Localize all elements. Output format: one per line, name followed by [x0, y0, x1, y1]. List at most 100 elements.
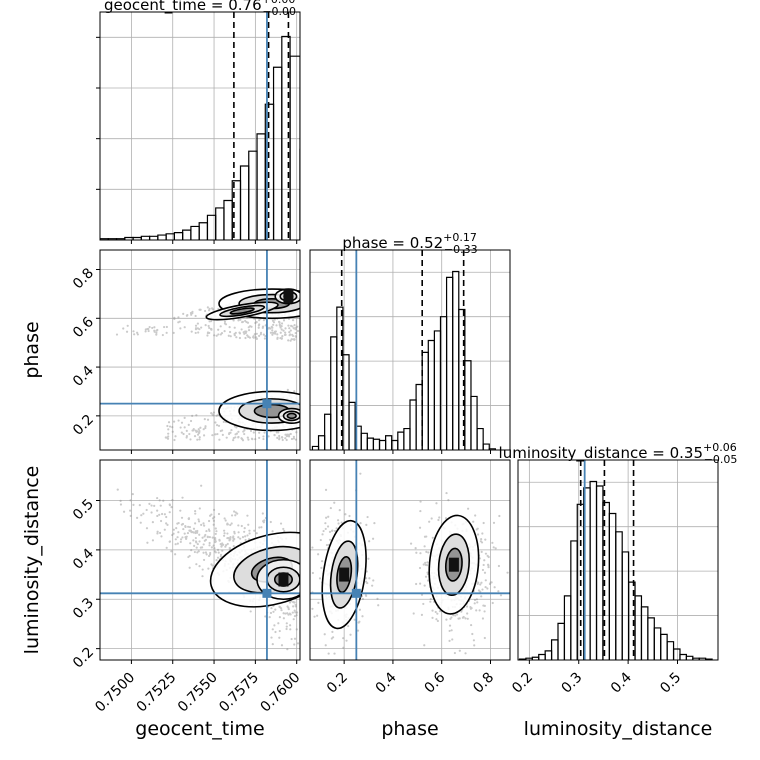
- sample-point: [458, 617, 461, 620]
- truth-marker: [262, 399, 272, 409]
- sample-point: [241, 437, 244, 441]
- hist-bar: [165, 233, 175, 240]
- sample-point: [168, 425, 172, 428]
- sample-point: [353, 618, 356, 621]
- sample-point: [167, 435, 170, 438]
- sample-point: [187, 423, 190, 427]
- sample-point: [277, 431, 280, 434]
- sample-point: [293, 643, 296, 646]
- hist-bar: [173, 231, 184, 240]
- sample-point: [323, 633, 326, 636]
- sample-point: [185, 436, 188, 439]
- sample-point: [180, 516, 184, 519]
- sample-point: [444, 517, 448, 520]
- hist-bar: [140, 235, 151, 240]
- sample-point: [193, 544, 196, 547]
- sample-point: [295, 431, 298, 434]
- sample-point: [145, 508, 148, 512]
- sample-point: [467, 507, 470, 510]
- sample-point: [479, 540, 483, 543]
- sample-point: [293, 609, 296, 612]
- sample-point: [276, 436, 279, 439]
- sample-point: [214, 532, 217, 536]
- tick-label-x-geocent_time-4: 0.7600: [258, 670, 304, 716]
- sample-point: [194, 327, 198, 330]
- hist-bar: [595, 485, 604, 660]
- sample-point: [283, 333, 287, 337]
- sample-point: [482, 604, 485, 607]
- sample-point: [296, 642, 300, 645]
- sample-point: [283, 529, 286, 533]
- sample-point: [333, 501, 336, 504]
- sample-point: [247, 523, 250, 526]
- sample-point: [195, 430, 198, 434]
- sample-point: [250, 437, 254, 440]
- sample-point: [215, 530, 218, 533]
- sample-point: [464, 617, 467, 620]
- sample-point: [182, 432, 185, 436]
- sample-point: [191, 530, 194, 534]
- sample-point: [148, 502, 151, 505]
- sample-point: [258, 319, 261, 322]
- sample-point: [293, 615, 297, 618]
- sample-point: [172, 420, 176, 423]
- sample-point: [133, 333, 136, 336]
- sample-point: [206, 418, 210, 421]
- sample-point: [484, 585, 487, 589]
- sample-point: [222, 534, 226, 537]
- tick-label-x-geocent_time-1: 0.7525: [134, 670, 180, 716]
- sample-point: [420, 613, 424, 616]
- hist-bar: [157, 234, 167, 240]
- hist-bar: [445, 276, 454, 450]
- sample-point: [263, 337, 266, 340]
- sample-point: [212, 519, 215, 522]
- sample-point: [279, 336, 282, 340]
- sample-point: [275, 431, 278, 434]
- sample-point: [129, 509, 132, 512]
- sample-point: [187, 517, 190, 520]
- sample-point: [227, 537, 230, 540]
- title-plus: +0.06: [703, 441, 737, 454]
- sample-point: [158, 499, 161, 502]
- sample-point: [287, 435, 291, 438]
- sample-point: [188, 566, 191, 569]
- sample-point: [233, 334, 236, 337]
- pair-panel-geocent_time-vs-luminosity_distance: [96, 459, 301, 664]
- sample-point: [204, 425, 207, 428]
- sample-point: [289, 329, 292, 332]
- sample-point: [220, 332, 224, 335]
- sample-point: [166, 523, 169, 526]
- sample-point: [292, 435, 295, 438]
- sample-point: [247, 538, 251, 541]
- sample-point: [208, 529, 211, 533]
- sample-point: [422, 602, 425, 606]
- sample-point: [498, 514, 501, 518]
- sample-point: [358, 620, 361, 623]
- sample-point: [177, 316, 180, 319]
- sample-point: [438, 516, 441, 519]
- hist-bar: [538, 653, 546, 660]
- hist-bar: [640, 606, 649, 660]
- sample-point: [224, 519, 227, 522]
- sample-point: [146, 541, 149, 544]
- sample-point: [480, 550, 483, 553]
- sample-point: [228, 326, 231, 329]
- sample-point: [191, 310, 194, 313]
- sample-point: [474, 514, 477, 517]
- title-text: phase = 0.52: [342, 234, 443, 252]
- sample-point: [480, 541, 484, 544]
- sample-point: [286, 433, 289, 436]
- sample-point: [347, 624, 350, 628]
- sample-point: [207, 324, 210, 328]
- sample-point: [243, 428, 246, 431]
- sample-point: [195, 563, 198, 566]
- sample-point: [185, 429, 188, 432]
- hist-bar: [336, 306, 344, 450]
- sample-point: [471, 632, 474, 636]
- sample-point: [246, 514, 249, 517]
- sample-point: [179, 426, 182, 429]
- sample-point: [483, 610, 486, 613]
- sample-point: [290, 637, 293, 641]
- sample-point: [188, 554, 191, 558]
- sample-point: [337, 522, 340, 525]
